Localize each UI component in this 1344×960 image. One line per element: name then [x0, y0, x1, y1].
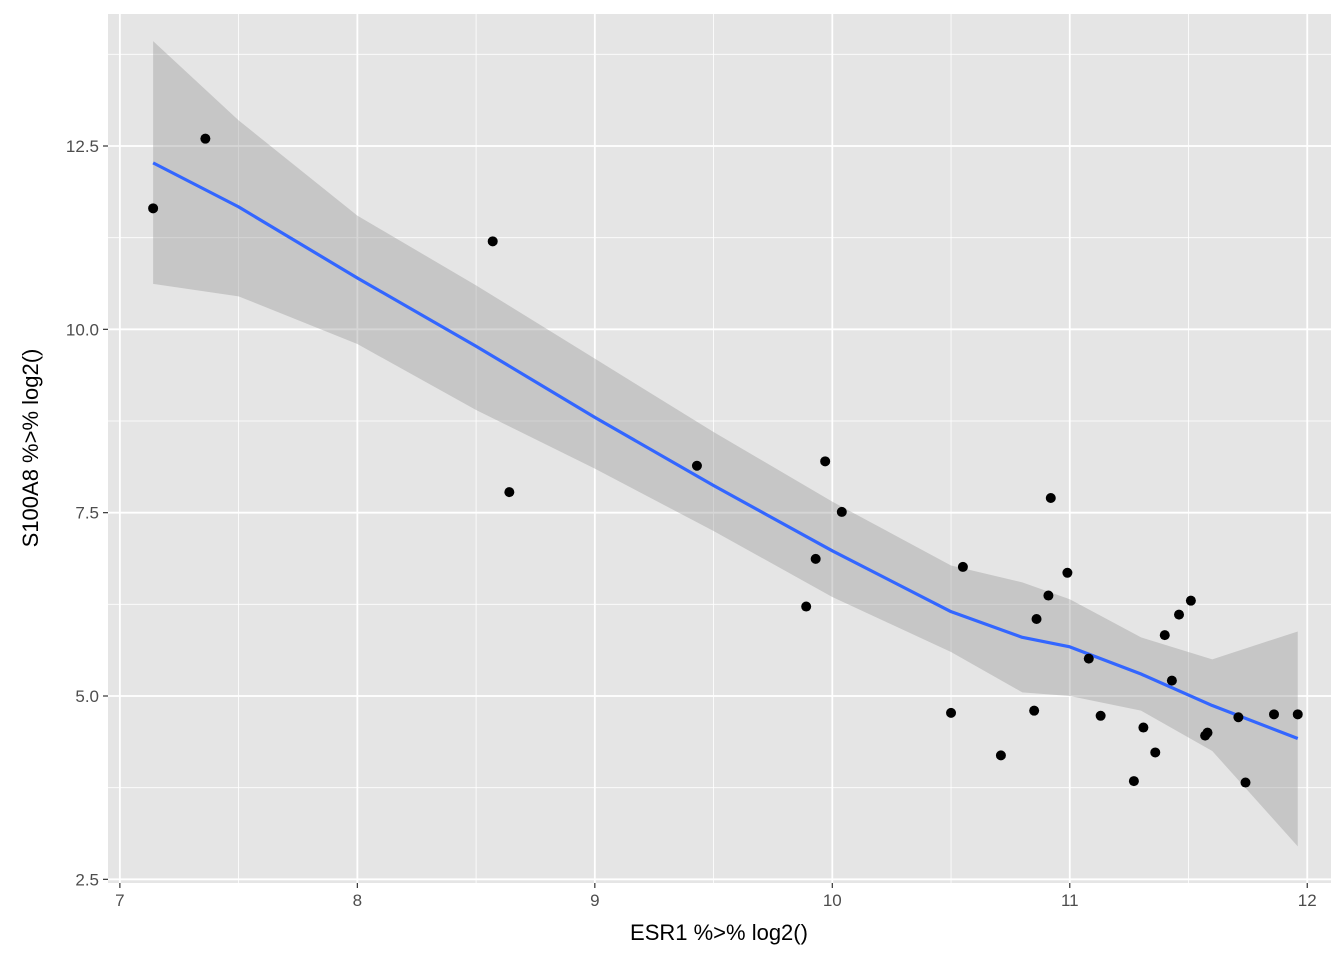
data-point [1043, 590, 1054, 601]
y-tick-label: 5.0 [75, 687, 99, 706]
data-points [148, 133, 1303, 788]
minor-gridlines [108, 14, 1331, 883]
data-point [1166, 675, 1177, 686]
data-point [1292, 709, 1303, 720]
x-tick-label: 12 [1298, 891, 1317, 910]
data-point [1045, 493, 1056, 503]
major-gridlines [108, 14, 1331, 883]
confidence-band [153, 41, 1298, 847]
y-tick-label: 2.5 [75, 870, 99, 889]
plot-panel [108, 14, 1331, 883]
data-point [1240, 777, 1251, 788]
y-axis-title: S100A8 %>% log2() [18, 349, 43, 548]
data-point [691, 460, 702, 471]
data-point [810, 553, 821, 564]
data-point [1185, 595, 1196, 606]
x-tick-label: 11 [1061, 891, 1079, 910]
smooth-line [152, 161, 1299, 741]
data-point [995, 750, 1006, 761]
data-point [504, 487, 515, 498]
data-point [1029, 705, 1040, 716]
data-point [1150, 747, 1161, 758]
data-point [200, 133, 211, 144]
data-point [1062, 567, 1073, 578]
x-axis: 7 8 9 10 11 12 [115, 883, 1317, 910]
y-tick-label: 10.0 [66, 320, 99, 339]
data-point [1159, 630, 1170, 641]
data-point [1083, 653, 1094, 664]
data-point [1269, 709, 1280, 720]
data-point [1174, 609, 1185, 620]
data-point [1031, 614, 1042, 624]
data-point [1095, 710, 1106, 721]
smooth-fit-line [152, 161, 1299, 741]
data-point [836, 506, 847, 517]
data-point [1233, 712, 1244, 723]
data-point [1202, 727, 1213, 738]
confidence-ribbon [153, 41, 1298, 847]
data-point [1138, 722, 1149, 733]
x-axis-title: ESR1 %>% log2() [630, 920, 808, 945]
data-point [487, 236, 498, 247]
x-tick-label: 7 [115, 891, 124, 910]
data-point [820, 456, 831, 467]
data-point [957, 561, 968, 572]
y-axis: 2.5 5.0 7.5 10.0 12.5 [66, 137, 108, 889]
data-point [1128, 776, 1139, 787]
data-point [148, 203, 159, 214]
data-point [946, 707, 957, 718]
data-point [801, 601, 812, 612]
x-tick-label: 10 [823, 891, 842, 910]
x-tick-label: 9 [590, 891, 599, 910]
x-tick-label: 8 [353, 891, 362, 910]
y-tick-label: 12.5 [66, 137, 99, 156]
y-tick-label: 7.5 [75, 504, 99, 523]
